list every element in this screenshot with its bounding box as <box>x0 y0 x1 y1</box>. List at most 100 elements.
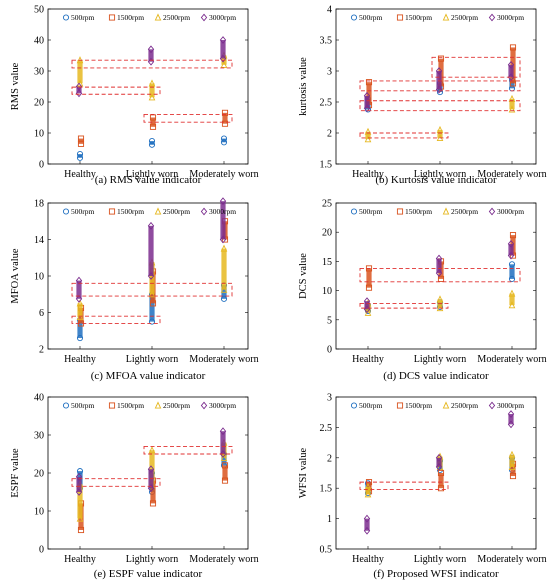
data-point-1500rpm <box>365 479 373 486</box>
y-tick-label: 10 <box>34 129 44 140</box>
y-tick-label: 18 <box>34 199 44 210</box>
legend-marker-500rpm <box>350 402 358 409</box>
data-point-500rpm <box>220 135 228 142</box>
data-point-3000rpm <box>435 453 443 462</box>
data-point-1500rpm <box>437 275 445 282</box>
legend-label-500rpm: 500rpm <box>71 13 94 22</box>
x-tick-label: Lightly worn <box>126 554 179 565</box>
highlight-box <box>71 86 161 95</box>
data-point-1500rpm <box>437 485 445 492</box>
y-tick-label: 30 <box>34 67 44 78</box>
data-range-3000rpm <box>148 49 154 62</box>
data-point-3000rpm <box>75 89 83 98</box>
data-point-500rpm <box>76 334 84 342</box>
highlight-box <box>359 267 521 283</box>
highlight-box <box>71 315 161 324</box>
legend-label-3000rpm: 3000rpm <box>209 13 236 22</box>
series-3000rpm <box>363 410 515 535</box>
data-range-3000rpm <box>76 476 82 492</box>
data-point-3000rpm <box>75 276 83 285</box>
data-point-3000rpm <box>219 54 227 63</box>
y-tick-label: 3 <box>327 67 332 78</box>
y-tick-label: 0 <box>39 160 44 171</box>
y-tick-label: 2 <box>327 129 332 140</box>
data-point-500rpm <box>76 151 84 158</box>
x-tick-label: Moderately worn <box>189 169 258 180</box>
legend-label-2500rpm: 2500rpm <box>451 207 478 216</box>
data-point-1500rpm <box>221 462 229 469</box>
data-range-3000rpm <box>364 518 370 531</box>
highlight-box <box>71 478 161 487</box>
data-point-3000rpm <box>75 472 83 481</box>
legend-marker-3000rpm <box>488 13 496 22</box>
legend-label-2500rpm: 2500rpm <box>163 207 190 216</box>
data-range-2500rpm <box>77 303 83 318</box>
data-point-3000rpm <box>219 427 227 436</box>
legend-marker-1500rpm <box>396 208 404 215</box>
data-point-3000rpm <box>435 85 443 94</box>
y-tick-label: 0 <box>327 345 332 356</box>
x-tick-label: Healthy <box>352 354 384 365</box>
data-range-1500rpm <box>222 112 228 124</box>
legend-marker-2500rpm <box>154 13 162 21</box>
data-point-500rpm <box>508 261 516 268</box>
data-point-3000rpm <box>75 294 83 303</box>
legend-marker-500rpm <box>62 402 70 409</box>
data-range-3000rpm <box>220 431 226 454</box>
data-point-3000rpm <box>363 526 371 535</box>
chart-panel-e: 0 10 20 30 40 Healthy Lightly worn Moderately w… <box>10 393 259 581</box>
data-range-3000rpm <box>148 225 154 276</box>
data-range-500rpm <box>149 294 155 322</box>
data-point-2500rpm <box>148 79 156 87</box>
data-point-2500rpm <box>76 299 84 307</box>
data-point-2500rpm <box>508 289 516 297</box>
legend-label-1500rpm: 1500rpm <box>405 13 432 22</box>
legend-label-1500rpm: 1500rpm <box>117 401 144 410</box>
legend-marker-2500rpm <box>442 401 450 409</box>
data-point-3000rpm <box>75 82 83 91</box>
data-point-3000rpm <box>363 297 371 306</box>
data-point-3000rpm <box>219 197 227 206</box>
legend: 500rpm 1500rpm 2500rpm 3000rpm <box>62 13 236 22</box>
data-point-2500rpm <box>76 514 84 522</box>
data-range-1500rpm <box>150 480 156 504</box>
y-tick-label: 25 <box>322 199 332 210</box>
data-range-3000rpm <box>508 64 514 78</box>
data-point-1500rpm <box>77 135 85 142</box>
data-point-1500rpm <box>149 123 157 130</box>
data-range-2500rpm <box>77 60 83 84</box>
data-point-1500rpm <box>509 232 517 239</box>
data-point-1500rpm <box>149 500 157 507</box>
data-point-2500rpm <box>148 446 156 454</box>
data-range-2500rpm <box>509 293 515 306</box>
legend: 500rpm 1500rpm 2500rpm 3000rpm <box>62 401 236 410</box>
series-3000rpm <box>363 239 515 314</box>
legend-label-3000rpm: 3000rpm <box>497 13 524 22</box>
data-point-2500rpm <box>508 94 516 102</box>
data-range-1500rpm <box>438 473 444 489</box>
y-axis-title: ESPF value <box>10 448 21 498</box>
x-tick-label: Lightly worn <box>414 554 467 565</box>
legend-label-1500rpm: 1500rpm <box>405 207 432 216</box>
data-range-2500rpm <box>509 454 515 467</box>
data-point-2500rpm <box>436 125 444 133</box>
x-tick-label: Moderately worn <box>477 554 546 565</box>
y-tick-label: 14 <box>34 235 44 246</box>
data-point-1500rpm <box>221 109 229 116</box>
legend-label-1500rpm: 1500rpm <box>117 207 144 216</box>
data-point-3000rpm <box>219 36 227 44</box>
x-tick-label: Moderately worn <box>477 354 546 365</box>
plot-frame <box>47 8 249 165</box>
data-point-2500rpm <box>220 285 228 293</box>
data-range-3000rpm <box>436 71 442 90</box>
data-point-2500rpm <box>364 490 372 498</box>
x-tick-label: Healthy <box>352 169 384 180</box>
y-axis-title: RMS value <box>10 62 21 110</box>
highlight-box <box>359 302 449 309</box>
data-point-3000rpm <box>147 272 155 280</box>
y-axis-title: WFSI value <box>298 447 309 498</box>
legend-marker-2500rpm <box>442 207 450 215</box>
legend-marker-1500rpm <box>396 14 404 21</box>
legend-label-1500rpm: 1500rpm <box>117 13 144 22</box>
data-point-1500rpm <box>77 526 85 534</box>
